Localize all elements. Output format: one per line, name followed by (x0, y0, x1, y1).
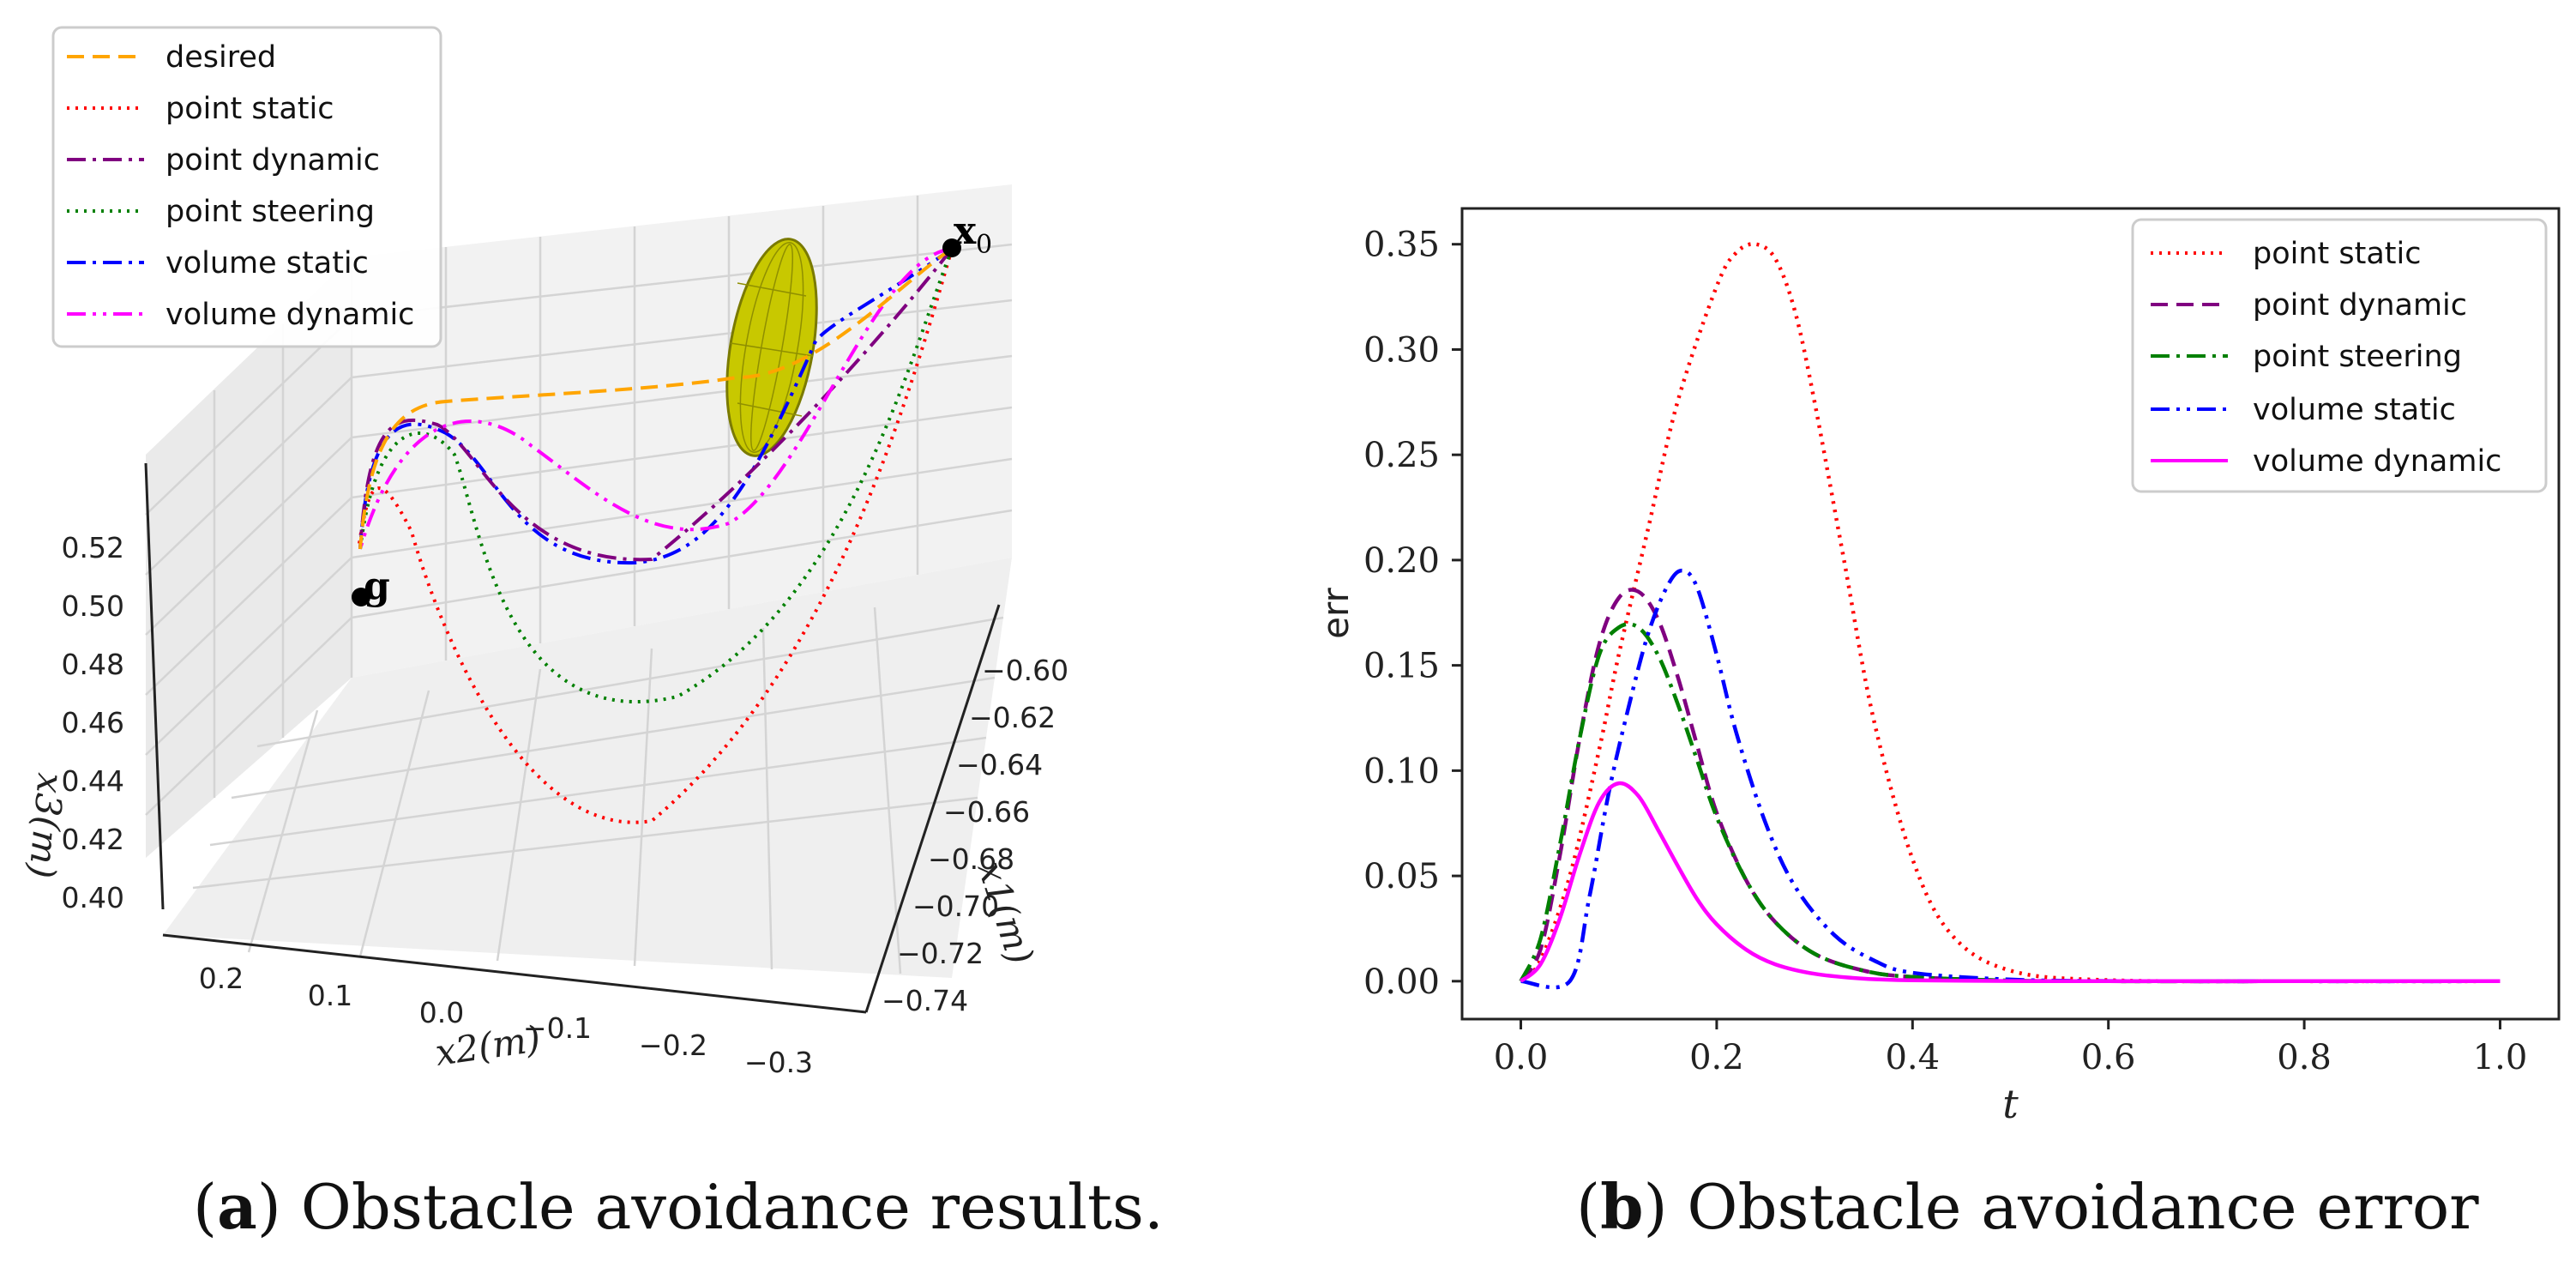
error-line-chart: 0.0 0.2 0.4 0.6 0.8 1.0 0.00 0.05 0.10 0.15 0.20 0.… (1315, 207, 2561, 1127)
obstacle-ellipsoid (725, 238, 818, 457)
x3-axis-label: x3(m) (21, 771, 72, 880)
axis-ticks: 0.0 0.2 0.4 0.6 0.8 1.0 0.00 0.05 0.10 0.15 0.20 0.… (1363, 226, 2527, 1077)
x-tick-label: 1.0 (2473, 1038, 2528, 1077)
x2-tick-label: −0.1 (523, 1011, 592, 1045)
x-tick-label: 0.8 (2277, 1038, 2332, 1077)
caption-b: (b) Obstacle avoidance error (1576, 1170, 2479, 1243)
x1-tick-label: −0.70 (912, 890, 999, 923)
legend-3d-label: point static (166, 92, 334, 126)
caption-a: (a) Obstacle avoidance results. (193, 1170, 1164, 1243)
goal-point-label: g (364, 564, 390, 608)
y-tick-label: 0.15 (1363, 647, 1440, 686)
traj-volume-static (358, 247, 954, 565)
x-tick-label: 0.0 (1494, 1038, 1549, 1077)
y-tick-label: 0.30 (1363, 330, 1440, 370)
y-axis-label: err (1315, 587, 1357, 638)
legend-3d: desired point static point dynamic point… (51, 26, 442, 348)
grid-3d (145, 196, 1013, 974)
x2-tick-labels: 0.2 0.1 0.0 −0.1 −0.2 −0.3 (199, 962, 813, 1079)
caption-a-open-paren: ( (193, 1171, 217, 1243)
x3-axis-line (144, 462, 165, 910)
legend-3d-box (51, 26, 442, 348)
legend-3d-label: point dynamic (166, 143, 380, 178)
y-tick-label: 0.20 (1363, 541, 1440, 581)
x-axis-label: t (2002, 1081, 2019, 1127)
x2-tick-label: −0.2 (639, 1029, 707, 1062)
x3-tick-label: 0.44 (62, 764, 124, 798)
x-tick-label: 0.4 (1885, 1038, 1940, 1077)
y-tick-label: 0.35 (1363, 226, 1440, 265)
legend-3d-label: desired (166, 40, 276, 75)
start-point-marker (942, 238, 961, 257)
traj-point-dynamic (358, 247, 954, 562)
x3-tick-label: 0.48 (62, 648, 124, 681)
y-tick-label: 0.05 (1363, 857, 1440, 896)
legend-error: point static point dynamic point steerin… (2131, 218, 2548, 493)
caption-a-text: ) Obstacle avoidance results. (257, 1171, 1164, 1243)
legend-error-label: point steering (2253, 340, 2462, 374)
goal-point-marker (352, 588, 370, 606)
side-pane (146, 257, 352, 858)
svg-text:(a) Obstacle avoidance results: (a) Obstacle avoidance results. (193, 1170, 1164, 1243)
y-tick-label: 0.00 (1363, 962, 1440, 1002)
x2-tick-label: 0.0 (419, 996, 464, 1029)
legend-3d-label: point steering (166, 195, 375, 229)
x1-tick-label: −0.60 (982, 654, 1068, 687)
legend-error-label: point dynamic (2253, 288, 2467, 323)
x3-tick-labels: 0.40 0.42 0.44 0.46 0.48 0.50 0.52 (62, 531, 124, 914)
y-tick-label: 0.10 (1363, 751, 1440, 791)
trajectory-3d-plot: 0.40 0.42 0.44 0.46 0.48 0.50 0.52 0.2 0… (21, 26, 1068, 1079)
start-point-label: x (954, 209, 977, 253)
floor-pane (163, 558, 1012, 978)
x3-tick-label: 0.50 (62, 589, 124, 623)
x-tick-label: 0.2 (1689, 1038, 1744, 1077)
x1-axis-line (864, 604, 1001, 1013)
x3-tick-label: 0.40 (62, 881, 124, 914)
legend-error-label: volume dynamic (2253, 444, 2501, 479)
x1-tick-label: −0.74 (882, 984, 968, 1017)
caption-b-text: ) Obstacle avoidance error (1643, 1171, 2479, 1243)
series-line-volume-dynamic (1520, 781, 2501, 984)
series-lines (1519, 242, 2501, 990)
traj-volume-dynamic (358, 247, 953, 550)
x1-tick-label: −0.62 (969, 701, 1056, 734)
x2-tick-label: 0.1 (308, 979, 352, 1012)
x1-tick-label: −0.68 (928, 842, 1014, 876)
trajectories (357, 247, 954, 824)
x3-tick-label: 0.42 (62, 823, 124, 856)
x2-tick-label: −0.3 (744, 1046, 813, 1079)
x3-tick-label: 0.46 (62, 706, 124, 739)
x1-tick-label: −0.64 (956, 748, 1043, 781)
x-tick-label: 0.6 (2081, 1038, 2136, 1077)
legend-3d-label: volume dynamic (166, 298, 414, 332)
x3-tick-label: 0.52 (62, 531, 124, 564)
x1-tick-labels: −0.60 −0.62 −0.64 −0.66 −0.68 −0.70 −0.7… (882, 654, 1068, 1017)
x1-tick-label: −0.72 (897, 937, 984, 970)
svg-text:(b) Obstacle avoidance error: (b) Obstacle avoidance error (1576, 1170, 2479, 1243)
x1-tick-label: −0.66 (943, 795, 1030, 829)
traj-point-steering (358, 248, 954, 704)
caption-b-open-paren: ( (1576, 1171, 1600, 1243)
legend-3d-label: volume static (166, 246, 369, 281)
caption-a-tag: a (217, 1170, 257, 1243)
x2-tick-label: 0.2 (199, 962, 244, 995)
series-line-point-static (1519, 242, 2501, 984)
caption-b-tag: b (1600, 1170, 1643, 1243)
legend-error-label: point static (2253, 237, 2421, 271)
legend-error-box (2131, 218, 2548, 493)
x2-axis-line (162, 933, 867, 1014)
start-point-subscript: 0 (976, 230, 992, 260)
y-tick-label: 0.25 (1363, 436, 1440, 475)
legend-error-label: volume static (2253, 393, 2456, 427)
